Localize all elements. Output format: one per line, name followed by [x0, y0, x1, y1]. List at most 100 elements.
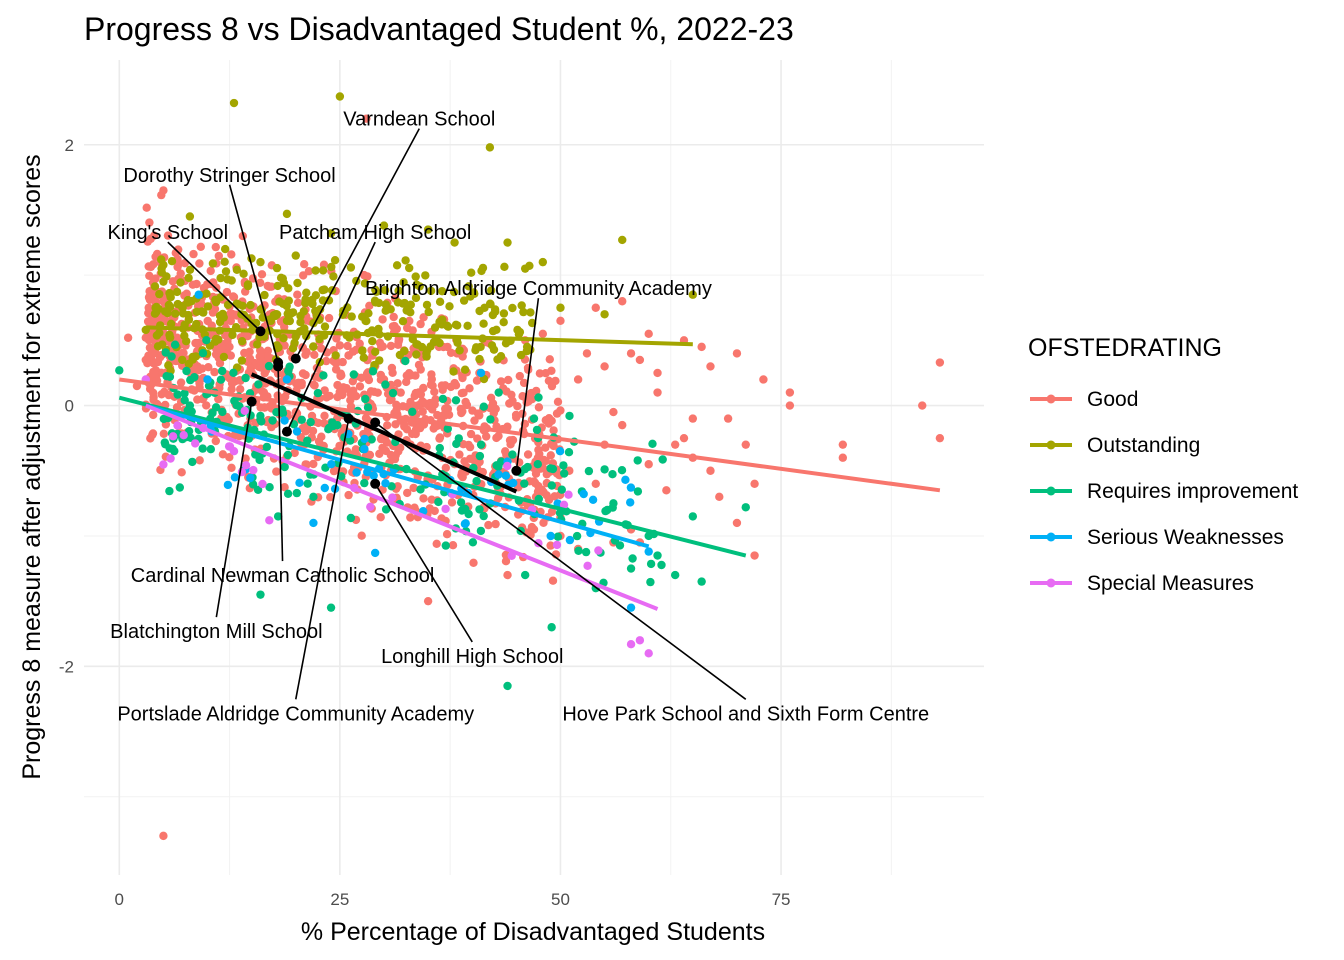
data-point	[443, 342, 452, 352]
data-point	[556, 316, 565, 325]
data-point	[461, 397, 470, 407]
data-point	[367, 435, 376, 444]
data-point	[246, 473, 255, 483]
data-point	[276, 273, 286, 282]
data-point	[264, 361, 274, 371]
data-point	[329, 272, 338, 281]
data-point	[512, 413, 521, 422]
data-point	[418, 397, 427, 406]
data-point	[204, 381, 214, 390]
data-point	[163, 231, 173, 240]
data-point	[838, 440, 848, 449]
data-point	[504, 375, 513, 385]
data-point	[211, 295, 220, 304]
legend-label: Serious Weaknesses	[1087, 526, 1284, 549]
data-point	[594, 546, 603, 555]
legend-title: OFSTEDRATING	[1028, 334, 1222, 362]
school-label: Patcham High School	[279, 222, 471, 244]
data-point	[416, 485, 425, 494]
school-label: Blatchington Mill School	[110, 621, 322, 643]
data-point	[508, 396, 517, 405]
data-point	[257, 270, 267, 279]
data-point	[309, 342, 318, 351]
data-point	[326, 603, 336, 612]
data-point	[467, 268, 476, 277]
y-tick-label: 2	[65, 136, 74, 155]
data-point	[310, 350, 319, 359]
data-point	[291, 251, 300, 260]
data-point	[546, 531, 555, 541]
data-point	[171, 309, 180, 318]
data-point	[309, 518, 318, 528]
data-point	[644, 547, 653, 556]
data-point	[123, 333, 133, 342]
data-point	[520, 479, 529, 488]
data-point	[533, 460, 542, 469]
data-point	[324, 423, 334, 433]
data-point	[357, 531, 366, 540]
data-point	[478, 263, 488, 273]
data-point	[458, 373, 467, 383]
y-axis-title: Progress 8 measure after adjustment for …	[18, 154, 46, 779]
data-point	[359, 353, 368, 362]
data-point	[368, 337, 377, 346]
trend-line-highlight	[250, 372, 518, 494]
data-point	[541, 443, 550, 452]
data-point	[282, 375, 292, 384]
data-point	[531, 469, 541, 478]
data-point	[559, 461, 568, 470]
data-point	[447, 498, 457, 507]
data-point	[457, 506, 467, 515]
data-point	[227, 463, 236, 472]
data-point	[381, 479, 390, 488]
data-point	[347, 312, 356, 321]
data-point	[658, 455, 667, 464]
data-point	[264, 352, 273, 361]
data-point	[346, 263, 356, 272]
data-point	[206, 445, 215, 454]
trend-line-serious-weaknesses	[145, 403, 650, 549]
leader-line	[374, 483, 473, 643]
data-point	[437, 287, 447, 296]
data-point	[309, 492, 318, 502]
school-label: Longhill High School	[381, 646, 563, 668]
data-point	[653, 388, 662, 397]
highlight-point	[370, 417, 381, 428]
trend-line-outstanding	[145, 325, 693, 347]
data-point	[189, 249, 198, 259]
data-point	[206, 266, 215, 276]
data-point	[415, 282, 424, 291]
data-point	[151, 303, 160, 313]
data-point	[327, 460, 336, 469]
data-point	[555, 447, 565, 456]
data-point	[349, 370, 358, 379]
data-point	[214, 394, 223, 404]
data-point	[644, 329, 653, 339]
data-point	[283, 489, 293, 498]
data-point	[438, 315, 447, 324]
data-point	[417, 342, 427, 352]
data-point	[381, 446, 391, 456]
data-point	[324, 313, 334, 323]
data-point	[381, 505, 391, 514]
data-point	[177, 302, 186, 311]
data-point	[472, 376, 482, 385]
data-point	[168, 432, 178, 441]
data-point	[327, 262, 336, 272]
leader-line	[515, 298, 540, 471]
data-point	[153, 342, 163, 351]
data-point	[333, 392, 342, 402]
data-point	[626, 498, 635, 507]
data-point	[195, 259, 204, 268]
data-point	[141, 355, 150, 365]
data-point	[513, 325, 522, 335]
data-point	[360, 444, 369, 454]
data-point	[161, 348, 170, 357]
data-point	[497, 457, 506, 466]
data-point	[218, 309, 227, 319]
data-point	[237, 356, 247, 365]
data-point	[541, 369, 550, 378]
data-point	[237, 337, 247, 346]
data-point	[501, 339, 511, 348]
legend: OFSTEDRATING Good Outstanding Requires imp…	[1028, 334, 1298, 595]
